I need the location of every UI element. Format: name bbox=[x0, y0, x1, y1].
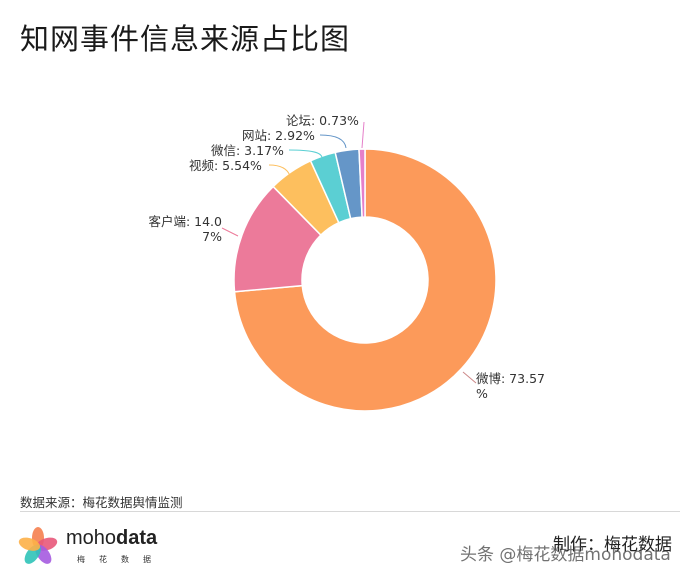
leader-client bbox=[221, 227, 239, 237]
watermark: 头条 @梅花数据mohodata bbox=[460, 545, 671, 565]
label-website: 网站: 2.92% bbox=[242, 128, 315, 143]
leader-wechat bbox=[288, 149, 323, 159]
brand-name: mohodata bbox=[66, 527, 158, 549]
label-forum: 论坛: 0.73% bbox=[286, 113, 359, 128]
leader-forum bbox=[361, 121, 365, 149]
mohodata-logo-icon bbox=[18, 527, 58, 564]
label-client: 客户端: 14.0 bbox=[148, 214, 222, 229]
slice-微博[interactable] bbox=[233, 148, 497, 412]
label-weibo: 微博: 73.57 bbox=[476, 371, 545, 386]
divider bbox=[20, 511, 680, 512]
label-client-2: 7% bbox=[202, 229, 222, 244]
donut-slices bbox=[233, 148, 497, 412]
label-wechat: 微信: 3.17% bbox=[211, 143, 284, 158]
chart-title: 知网事件信息来源占比图 bbox=[20, 22, 351, 56]
label-video: 视频: 5.54% bbox=[189, 158, 262, 173]
slice-论坛[interactable] bbox=[358, 148, 366, 218]
credit: 制作：梅花数据 bbox=[553, 535, 672, 555]
leader-website bbox=[319, 134, 347, 149]
leader-weibo bbox=[462, 371, 477, 384]
data-source: 数据来源：梅花数据舆情监测 bbox=[20, 495, 183, 510]
label-weibo-2: % bbox=[476, 386, 488, 401]
leader-video bbox=[268, 164, 291, 177]
brand-subtitle: 梅花数据 bbox=[77, 555, 165, 564]
